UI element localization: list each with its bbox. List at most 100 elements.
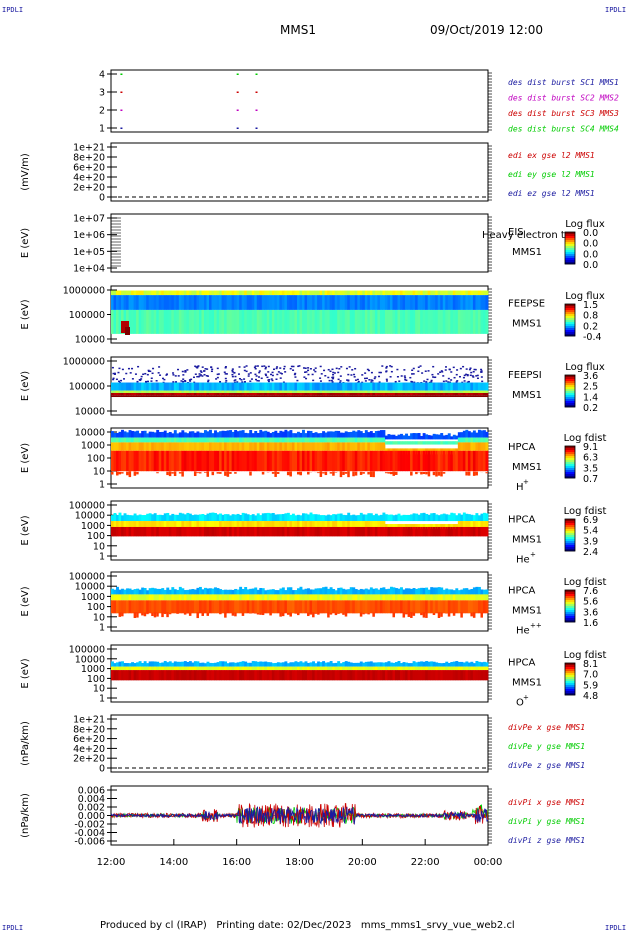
spectrogram-cell	[299, 450, 303, 472]
spectrogram-cell	[450, 395, 454, 398]
spectrogram-cell	[191, 295, 195, 310]
spectrogram-cell	[231, 392, 235, 396]
spectrogram-cell	[198, 662, 202, 667]
spectrogram-cell	[249, 437, 253, 443]
spectrogram-cell	[472, 442, 476, 451]
panel-frame	[110, 69, 489, 133]
spectrogram-cell	[415, 450, 419, 472]
spectrogram-cell	[271, 670, 275, 681]
spectrogram-cell	[203, 600, 207, 614]
spectrogram-cell	[231, 600, 235, 614]
spectrogram-cell	[480, 670, 484, 681]
spectrogram-cell	[352, 309, 356, 334]
spectrogram-cell	[322, 442, 326, 451]
sparse-count	[425, 381, 428, 383]
spectrogram-cell	[254, 382, 258, 391]
spectrogram-cell	[186, 450, 190, 472]
spectrogram-cell	[289, 521, 293, 527]
spectrogram-cell	[136, 382, 140, 391]
spectrogram-cell	[349, 431, 353, 438]
spectrogram-cell	[427, 435, 431, 440]
sparse-count	[224, 366, 227, 368]
spectrogram-cell	[382, 526, 386, 537]
spectrogram-cell	[382, 437, 386, 443]
spectrogram-cell	[317, 514, 321, 522]
legend-entry: divPe x gse MMS1	[508, 723, 585, 732]
spectrogram-cell	[173, 309, 177, 334]
colorbar-tick-label: 0.0	[583, 249, 598, 260]
colorbar-cell	[565, 308, 575, 311]
spectrogram-cell	[374, 521, 378, 527]
sparse-count	[447, 381, 450, 383]
hot-spot	[125, 327, 130, 335]
spectrogram-cell	[259, 450, 263, 472]
spectrogram-cell	[148, 290, 152, 296]
spectrogram-cell	[467, 666, 471, 671]
spectrogram-cell	[352, 450, 356, 472]
sparse-count	[172, 372, 175, 374]
spectrogram-cell	[209, 437, 212, 443]
sparse-count	[125, 372, 128, 375]
spectrogram-cell	[322, 395, 326, 398]
spectrogram-cell	[465, 437, 469, 443]
sparse-count	[243, 369, 246, 372]
colorbar-cell	[565, 671, 575, 674]
spectrogram-cell	[206, 309, 210, 334]
spectrogram-cell	[181, 442, 185, 451]
spectrogram-cell	[299, 442, 303, 451]
spectrogram-cell	[319, 392, 323, 396]
spectrogram-cell	[153, 670, 157, 681]
spectrogram-cell	[259, 661, 263, 667]
spectrogram-cell	[201, 670, 205, 681]
spectrogram-cell	[329, 600, 333, 614]
spectrogram-cell	[372, 382, 376, 391]
sparse-count	[224, 373, 227, 375]
spectrogram-cell	[294, 450, 298, 472]
spectrogram-cell	[206, 382, 210, 391]
spectrogram-cell	[405, 382, 408, 391]
spectrogram-cell	[259, 521, 263, 527]
spectrogram-cell	[427, 309, 431, 334]
spectrogram-cell	[447, 433, 451, 440]
spectrogram-cell	[166, 437, 170, 443]
spectrogram-cell	[437, 450, 441, 472]
spectrogram-cell	[131, 521, 135, 527]
spectrogram-cell	[173, 514, 177, 522]
spectrogram-cell	[452, 670, 456, 681]
spectrogram-cell	[153, 432, 157, 438]
spectrogram-cell	[191, 437, 195, 443]
spectrogram-cell	[269, 295, 273, 310]
spectrogram-cell	[188, 526, 192, 537]
spectrogram-cell	[244, 450, 248, 472]
spectrogram-cell	[254, 670, 258, 681]
spectrogram-cell	[349, 521, 353, 527]
spectrogram-cell	[236, 662, 240, 667]
spectrogram-cell	[337, 309, 341, 334]
spectrogram-cell	[477, 437, 481, 443]
sparse-count	[394, 380, 397, 383]
sparse-count	[361, 374, 364, 376]
spectrogram-cell	[342, 526, 346, 537]
spectrogram-cell	[477, 670, 481, 681]
spectrogram-cell	[452, 661, 456, 667]
spectrogram-cell	[435, 434, 439, 440]
spectrogram-cell	[116, 594, 119, 601]
spectrogram-cell	[221, 442, 225, 451]
colorbar-cell	[565, 377, 575, 380]
sparse-count	[197, 376, 200, 378]
spectrogram-cell	[128, 309, 132, 334]
spectrogram-cell	[256, 526, 260, 537]
spectrogram-cell	[317, 295, 321, 310]
sparse-count	[113, 372, 116, 375]
y-tick-label: 1	[99, 552, 105, 563]
spectrogram-spike	[156, 612, 159, 617]
spectrogram-cell	[246, 309, 250, 334]
colorbar-cell	[565, 614, 575, 617]
spectrogram-spike	[133, 612, 137, 619]
spectrogram-cell	[389, 382, 393, 391]
spectrogram-cell	[271, 521, 275, 527]
spectrogram-cell	[161, 295, 165, 310]
spectrogram-cell	[148, 392, 152, 396]
sparse-count	[207, 379, 210, 382]
spectrogram-cell	[482, 594, 486, 601]
